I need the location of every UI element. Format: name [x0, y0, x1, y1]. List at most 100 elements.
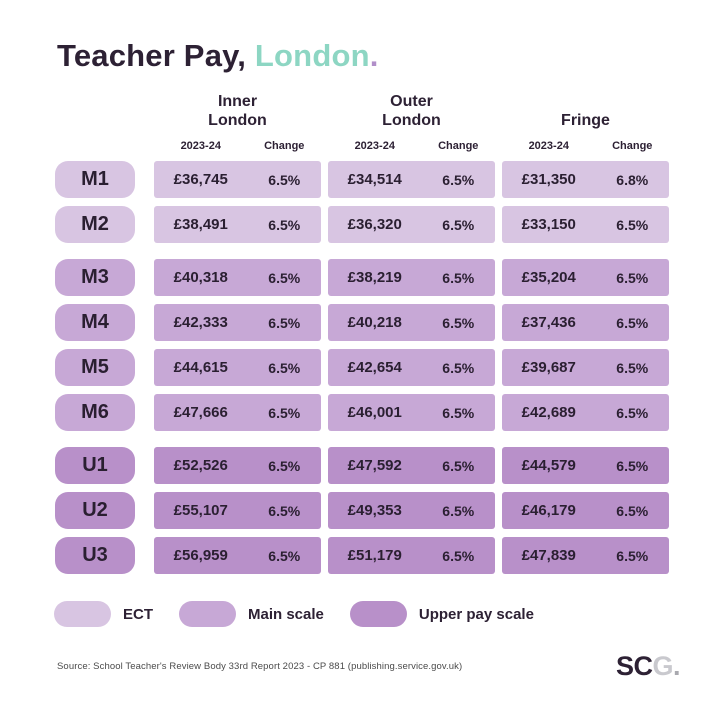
- salary-value: £46,179: [521, 502, 576, 520]
- table-row-m6: M6 £47,666 6.5% £46,001 6.5% £42,689 6.5…: [55, 394, 720, 432]
- year-header: 2023-24: [354, 140, 395, 153]
- salary-value: £33,150: [521, 216, 576, 234]
- change-value: 6.5%: [616, 359, 649, 376]
- legend: ECT Main scale Upper pay scale: [54, 601, 720, 628]
- logo-dot-text: .: [672, 651, 681, 682]
- salary-value: £35,204: [521, 269, 576, 287]
- change-value: 6.5%: [442, 314, 475, 331]
- column-headers: Inner London Outer London Fringe: [55, 92, 720, 130]
- salary-value: £34,514: [347, 171, 402, 189]
- change-value: 6.5%: [442, 502, 475, 519]
- main-scale-swatch: [179, 601, 236, 628]
- header-line: Inner: [217, 93, 258, 110]
- change-value: 6.5%: [268, 171, 301, 188]
- salary-value: £55,107: [173, 502, 228, 520]
- salary-value: £42,333: [173, 314, 228, 332]
- change-value: 6.5%: [442, 171, 475, 188]
- source-text: Source: School Teacher's Review Body 33r…: [57, 661, 463, 673]
- salary-value: £42,689: [521, 404, 576, 422]
- salary-value: £38,219: [347, 269, 402, 287]
- page-title: Teacher Pay, London.: [0, 0, 720, 74]
- header-fringe: Fringe: [502, 111, 669, 130]
- change-value: 6.5%: [268, 216, 301, 233]
- logo-g-text: G: [652, 651, 673, 682]
- salary-value: £47,592: [347, 457, 402, 475]
- change-value: 6.5%: [268, 404, 301, 421]
- inner-london-cell: £55,107 6.5%: [154, 492, 321, 530]
- title-main: Teacher Pay,: [57, 38, 247, 73]
- salary-value: £36,320: [347, 216, 402, 234]
- outer-london-cell: £38,219 6.5%: [328, 259, 495, 297]
- change-value: 6.5%: [268, 314, 301, 331]
- row-label: M3: [81, 266, 109, 289]
- salary-value: £39,687: [521, 359, 576, 377]
- row-label-chip: M3: [55, 259, 135, 297]
- footer: Source: School Teacher's Review Body 33r…: [57, 651, 681, 682]
- row-label: M1: [81, 168, 109, 191]
- header-inner-london: Inner London: [154, 92, 321, 130]
- inner-london-cell: £38,491 6.5%: [154, 206, 321, 244]
- outer-london-cell: £49,353 6.5%: [328, 492, 495, 530]
- change-value: 6.5%: [616, 404, 649, 421]
- header-spacer: [55, 140, 154, 152]
- row-label-chip: M4: [55, 304, 135, 342]
- header-line: London: [208, 112, 267, 130]
- header-line: Outer: [390, 93, 433, 110]
- inner-london-cell: £47,666 6.5%: [154, 394, 321, 432]
- change-value: 6.5%: [442, 404, 475, 421]
- fringe-cell: £37,436 6.5%: [502, 304, 669, 342]
- pay-table: Inner London Outer London Fringe 2023-24…: [55, 92, 720, 575]
- fringe-cell: £42,689 6.5%: [502, 394, 669, 432]
- table-row-m4: M4 £42,333 6.5% £40,218 6.5% £37,436 6.5…: [55, 304, 720, 342]
- change-value: 6.5%: [268, 359, 301, 376]
- change-header: Change: [612, 140, 653, 153]
- row-label-chip: U3: [55, 537, 135, 575]
- fringe-cell: £31,350 6.8%: [502, 161, 669, 199]
- outer-london-cell: £51,179 6.5%: [328, 537, 495, 575]
- salary-value: £44,579: [521, 457, 576, 475]
- change-value: 6.5%: [268, 457, 301, 474]
- legend-label-main-scale: Main scale: [248, 605, 324, 623]
- salary-value: £52,526: [173, 457, 228, 475]
- title-highlight: London: [246, 38, 370, 73]
- header-outer-london: Outer London: [328, 92, 495, 130]
- change-value: 6.5%: [442, 269, 475, 286]
- year-header: 2023-24: [528, 140, 569, 153]
- row-label: M2: [81, 213, 109, 236]
- header-line: London: [382, 112, 441, 130]
- salary-value: £44,615: [173, 359, 228, 377]
- salary-value: £36,745: [173, 171, 228, 189]
- row-label: U1: [82, 454, 108, 477]
- row-label-chip: M1: [55, 161, 135, 199]
- fringe-cell: £47,839 6.5%: [502, 537, 669, 575]
- inner-london-cell: £52,526 6.5%: [154, 447, 321, 485]
- row-label-chip: M2: [55, 206, 135, 244]
- row-label: U3: [82, 544, 108, 567]
- salary-value: £31,350: [521, 171, 576, 189]
- change-value: 6.5%: [442, 216, 475, 233]
- row-label: M6: [81, 401, 109, 424]
- table-row-u2: U2 £55,107 6.5% £49,353 6.5% £46,179 6.5…: [55, 492, 720, 530]
- fringe-cell: £46,179 6.5%: [502, 492, 669, 530]
- row-label-chip: U2: [55, 492, 135, 530]
- row-label: M5: [81, 356, 109, 379]
- change-value: 6.8%: [616, 171, 649, 188]
- outer-london-cell: £46,001 6.5%: [328, 394, 495, 432]
- outer-london-cell: £36,320 6.5%: [328, 206, 495, 244]
- salary-value: £42,654: [347, 359, 402, 377]
- salary-value: £47,839: [521, 547, 576, 565]
- sub-headers: 2023-24 Change 2023-24 Change 2023-24 Ch…: [55, 140, 720, 152]
- header-line: Fringe: [561, 112, 610, 130]
- legend-label-upper-pay-scale: Upper pay scale: [418, 605, 534, 623]
- inner-london-cell: £36,745 6.5%: [154, 161, 321, 199]
- table-row-m5: M5 £44,615 6.5% £42,654 6.5% £39,687 6.5…: [55, 349, 720, 387]
- row-label-chip: M5: [55, 349, 135, 387]
- salary-value: £38,491: [173, 216, 228, 234]
- ect-swatch: [54, 601, 111, 628]
- scg-logo: SCG.: [615, 651, 681, 682]
- fringe-cell: £44,579 6.5%: [502, 447, 669, 485]
- change-value: 6.5%: [616, 547, 649, 564]
- outer-london-cell: £42,654 6.5%: [328, 349, 495, 387]
- logo-sc-text: SC: [615, 651, 653, 682]
